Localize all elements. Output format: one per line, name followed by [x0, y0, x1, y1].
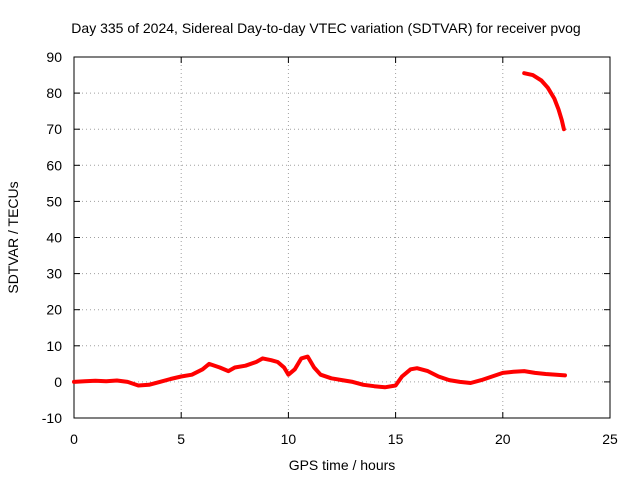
- y-axis-label: SDTVAR / TECUs: [5, 181, 21, 293]
- x-tick-label: 5: [177, 431, 185, 447]
- y-tick-label: 90: [46, 49, 62, 65]
- chart-title: Day 335 of 2024, Sidereal Day-to-day VTE…: [71, 20, 580, 36]
- x-tick-label: 10: [281, 431, 297, 447]
- y-tick-label: 70: [46, 121, 62, 137]
- axis-ticks: 0 5 10 15 20 25 -10 0 10 20 30 40 50 60 70 80 90: [42, 49, 618, 447]
- grid-lines: [74, 57, 610, 418]
- x-tick-label: 15: [388, 431, 404, 447]
- y-tick-label: 60: [46, 157, 62, 173]
- x-tick-label: 25: [602, 431, 618, 447]
- sdtvar-series-line: [522, 71, 566, 132]
- y-tick-label: 0: [54, 374, 62, 390]
- x-axis-label: GPS time / hours: [289, 457, 396, 473]
- y-tick-label: 20: [46, 302, 62, 318]
- series-layer: [72, 71, 567, 390]
- y-tick-label: -10: [42, 410, 62, 426]
- y-tick-label: 10: [46, 338, 62, 354]
- x-tick-label: 20: [495, 431, 511, 447]
- y-tick-label: 30: [46, 266, 62, 282]
- y-tick-label: 80: [46, 85, 62, 101]
- sdtvar-series-line: [72, 354, 567, 390]
- y-tick-label: 40: [46, 230, 62, 246]
- x-tick-label: 0: [70, 431, 78, 447]
- y-tick-label: 50: [46, 193, 62, 209]
